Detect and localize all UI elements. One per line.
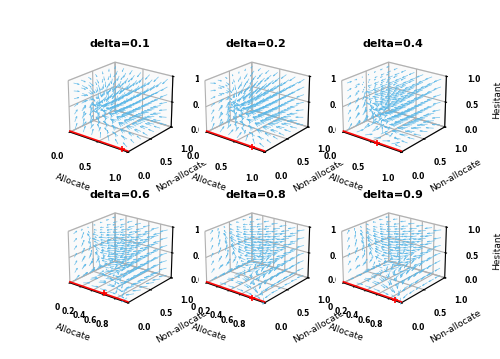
Y-axis label: Non-allocate: Non-allocate [155,308,209,345]
Title: delta=0.2: delta=0.2 [226,39,286,49]
Title: delta=0.6: delta=0.6 [89,190,150,200]
Y-axis label: Non-allocate: Non-allocate [428,308,482,345]
Title: delta=0.1: delta=0.1 [89,39,150,49]
Y-axis label: Non-allocate: Non-allocate [292,308,346,345]
X-axis label: Allocate: Allocate [54,323,92,343]
Title: delta=0.9: delta=0.9 [362,190,424,200]
X-axis label: Allocate: Allocate [54,172,92,192]
Y-axis label: Non-allocate: Non-allocate [292,158,346,194]
Y-axis label: Non-allocate: Non-allocate [428,158,482,194]
Y-axis label: Non-allocate: Non-allocate [155,158,209,194]
Title: delta=0.8: delta=0.8 [226,190,286,200]
X-axis label: Allocate: Allocate [190,172,228,192]
X-axis label: Allocate: Allocate [190,323,228,343]
Title: delta=0.4: delta=0.4 [362,39,424,49]
X-axis label: Allocate: Allocate [328,172,365,192]
X-axis label: Allocate: Allocate [328,323,365,343]
